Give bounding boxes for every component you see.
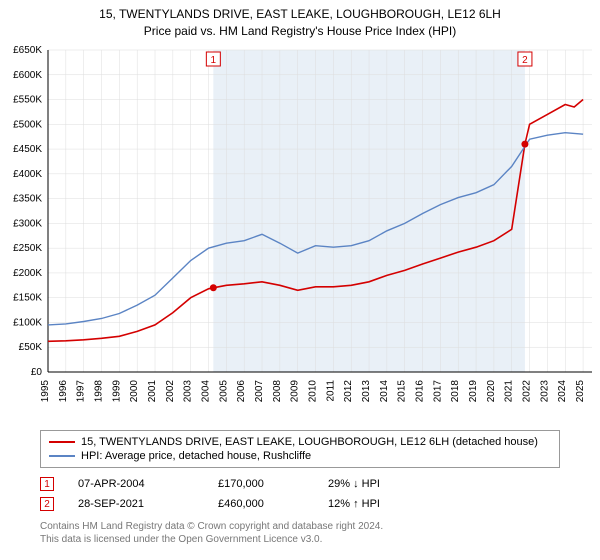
svg-text:2001: 2001 [147, 380, 158, 403]
transaction-table: 1 07-APR-2004£170,00029% ↓ HPI 2 28-SEP-202… [40, 474, 560, 514]
legend-item: HPI: Average price, detached house, Rush… [49, 449, 551, 463]
svg-text:1996: 1996 [58, 380, 69, 403]
svg-text:£500K: £500K [13, 119, 42, 130]
svg-text:2: 2 [522, 55, 528, 66]
transaction-date: 28-SEP-2021 [78, 498, 218, 510]
legend-label: 15, TWENTYLANDS DRIVE, EAST LEAKE, LOUGH… [81, 436, 538, 448]
title-line-2: Price paid vs. HM Land Registry's House … [0, 23, 600, 40]
legend-item: 15, TWENTYLANDS DRIVE, EAST LEAKE, LOUGH… [49, 435, 551, 449]
svg-text:£400K: £400K [13, 169, 42, 180]
title-line-1: 15, TWENTYLANDS DRIVE, EAST LEAKE, LOUGH… [0, 6, 600, 23]
svg-text:2024: 2024 [557, 380, 568, 403]
svg-text:1998: 1998 [94, 380, 105, 403]
footer-line-2: This data is licensed under the Open Gov… [40, 533, 383, 546]
svg-text:2021: 2021 [504, 380, 515, 403]
chart-title: 15, TWENTYLANDS DRIVE, EAST LEAKE, LOUGH… [0, 0, 600, 40]
svg-text:2012: 2012 [343, 380, 354, 403]
svg-text:1997: 1997 [76, 380, 87, 403]
svg-text:£50K: £50K [19, 342, 43, 353]
svg-text:2014: 2014 [379, 380, 390, 403]
svg-text:2017: 2017 [432, 380, 443, 403]
svg-text:2006: 2006 [236, 380, 247, 403]
svg-text:2002: 2002 [165, 380, 176, 403]
svg-text:£650K: £650K [13, 45, 42, 56]
chart-area: £0 £50K £100K £150K £200K £250K £300K £350K £400… [0, 42, 600, 422]
svg-text:£250K: £250K [13, 243, 42, 254]
transaction-price: £460,000 [218, 498, 328, 510]
svg-text:£0: £0 [31, 367, 43, 378]
svg-text:£600K: £600K [13, 70, 42, 81]
svg-text:2005: 2005 [218, 380, 229, 403]
svg-text:2020: 2020 [486, 380, 497, 403]
svg-text:2025: 2025 [575, 380, 586, 403]
legend-swatch [49, 441, 75, 443]
transaction-delta: 29% ↓ HPI [328, 478, 448, 490]
legend: 15, TWENTYLANDS DRIVE, EAST LEAKE, LOUGH… [40, 430, 560, 468]
svg-text:2011: 2011 [325, 380, 336, 402]
svg-text:2000: 2000 [129, 380, 140, 403]
svg-text:2003: 2003 [183, 380, 194, 403]
svg-text:2022: 2022 [522, 380, 533, 403]
transaction-marker-box: 2 [40, 497, 54, 511]
legend-swatch [49, 455, 75, 457]
svg-text:£450K: £450K [13, 144, 42, 155]
svg-text:1999: 1999 [111, 380, 122, 403]
svg-text:2007: 2007 [254, 380, 265, 403]
svg-text:£100K: £100K [13, 317, 42, 328]
footer-attribution: Contains HM Land Registry data © Crown c… [40, 520, 383, 546]
transaction-marker-box: 1 [40, 477, 54, 491]
transaction-row: 2 28-SEP-2021£460,00012% ↑ HPI [40, 494, 560, 514]
svg-text:2023: 2023 [539, 380, 550, 403]
svg-text:2009: 2009 [290, 380, 301, 403]
svg-text:2018: 2018 [450, 380, 461, 403]
svg-text:£200K: £200K [13, 268, 42, 279]
footer-line-1: Contains HM Land Registry data © Crown c… [40, 520, 383, 533]
svg-text:2010: 2010 [308, 380, 319, 403]
svg-text:2013: 2013 [361, 380, 372, 403]
legend-label: HPI: Average price, detached house, Rush… [81, 450, 311, 462]
transaction-delta: 12% ↑ HPI [328, 498, 448, 510]
svg-text:1: 1 [211, 55, 217, 66]
svg-text:£150K: £150K [13, 293, 42, 304]
svg-text:2016: 2016 [415, 380, 426, 403]
svg-text:1995: 1995 [40, 380, 51, 403]
svg-text:2019: 2019 [468, 380, 479, 403]
transaction-date: 07-APR-2004 [78, 478, 218, 490]
transaction-row: 1 07-APR-2004£170,00029% ↓ HPI [40, 474, 560, 494]
transaction-price: £170,000 [218, 478, 328, 490]
svg-text:2015: 2015 [397, 380, 408, 403]
svg-text:£550K: £550K [13, 95, 42, 106]
svg-text:2008: 2008 [272, 380, 283, 403]
svg-text:£300K: £300K [13, 218, 42, 229]
svg-text:£350K: £350K [13, 194, 42, 205]
svg-text:2004: 2004 [201, 380, 212, 403]
